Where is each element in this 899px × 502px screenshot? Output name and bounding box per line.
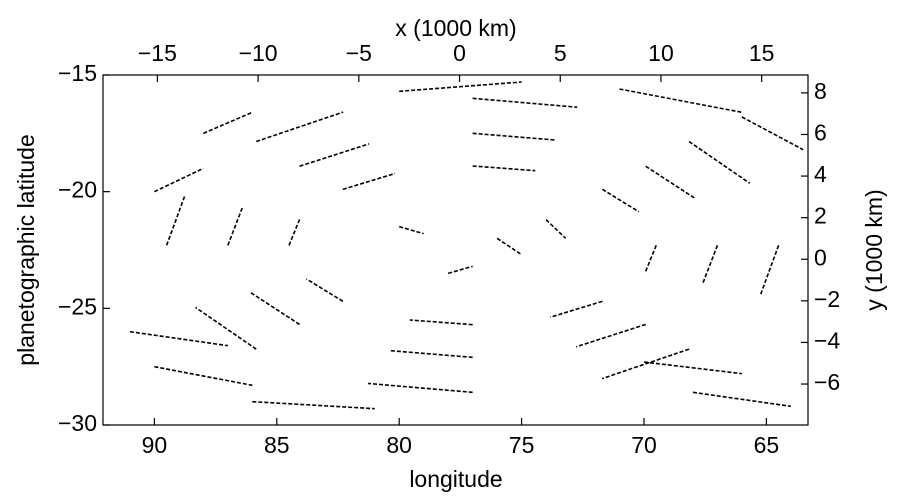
tick-label: −6 [814, 369, 840, 395]
tick-label: 10 [648, 40, 674, 66]
tick-label: 65 [754, 432, 780, 458]
streak [645, 165, 695, 199]
streak [129, 330, 228, 347]
streak [299, 143, 370, 167]
streak [545, 219, 567, 239]
tick-label: −15 [58, 60, 97, 86]
streak [165, 194, 186, 246]
tick-label: 6 [814, 120, 827, 146]
plot-frame [102, 74, 809, 426]
tick-label: −15 [138, 40, 177, 66]
tick-label: 90 [142, 432, 168, 458]
tick-label: −5 [346, 40, 372, 66]
tick-label: 0 [814, 244, 827, 270]
y2-axis-label: y (1000 km) [861, 189, 887, 310]
streak [154, 167, 204, 193]
tick-label: −4 [814, 328, 840, 354]
y-axis-label: planetographic latitude [13, 134, 39, 365]
streak [255, 111, 344, 143]
x-axis-label: longitude [409, 466, 502, 492]
streak [227, 206, 244, 246]
streak [252, 400, 375, 410]
streak [741, 116, 804, 151]
streak [688, 140, 751, 184]
streak [203, 111, 253, 135]
tick-label: 80 [386, 432, 412, 458]
streak [306, 278, 344, 303]
streak [472, 97, 578, 108]
streak [550, 300, 603, 318]
streak [368, 382, 473, 394]
streak [496, 237, 523, 256]
tick-label: 4 [814, 161, 827, 187]
tick-label: 0 [453, 40, 466, 66]
tick-label: 70 [631, 432, 657, 458]
streak [409, 319, 473, 326]
streak [250, 292, 301, 326]
tick-label: 2 [814, 203, 827, 229]
tick-label: −2 [814, 286, 840, 312]
tick-label: 85 [264, 432, 290, 458]
tick-label: −30 [58, 410, 97, 436]
streak [575, 323, 646, 348]
streak [472, 165, 536, 172]
streak [399, 81, 522, 93]
streak [701, 245, 719, 284]
streak [643, 361, 743, 375]
streak [398, 225, 424, 235]
streak [692, 391, 791, 408]
streak [644, 245, 657, 273]
streak [759, 245, 780, 296]
x2-axis-label: x (1000 km) [395, 15, 516, 41]
tick-label: 8 [814, 78, 827, 104]
streak [601, 188, 640, 213]
streak [154, 365, 253, 387]
tick-label: 75 [509, 432, 535, 458]
streak [619, 88, 743, 114]
tick-label: 15 [749, 40, 775, 66]
tick-label: −25 [58, 293, 97, 319]
tick-label: −10 [239, 40, 278, 66]
streak [288, 217, 301, 246]
streak [342, 172, 396, 191]
streak [472, 132, 557, 141]
streak [195, 306, 257, 350]
streak [388, 349, 473, 359]
tick-label: −20 [58, 177, 97, 203]
streak [447, 265, 473, 275]
streak [601, 348, 690, 380]
tick-label: 5 [554, 40, 567, 66]
